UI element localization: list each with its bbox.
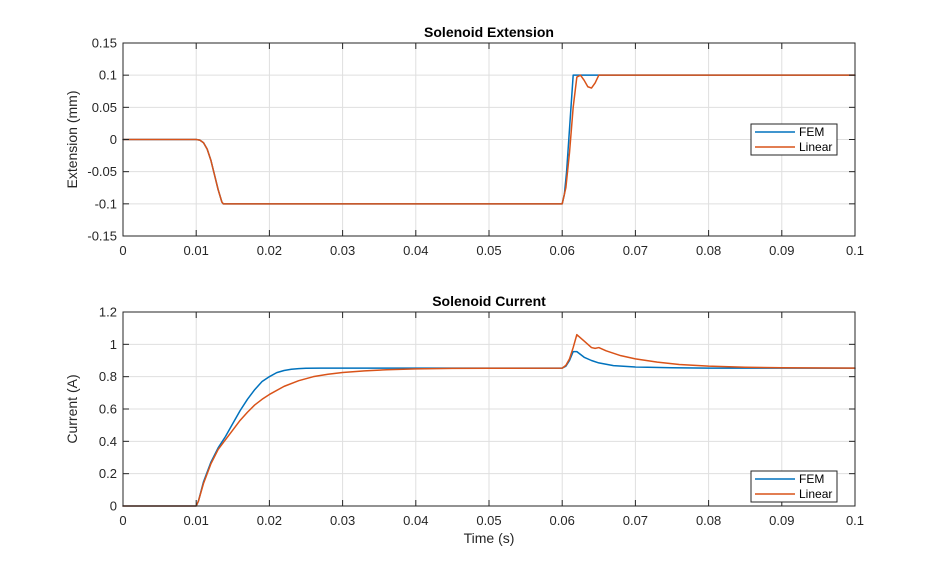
x-tick-label: 0.05 bbox=[476, 243, 501, 258]
y-tick-label: 1.2 bbox=[99, 305, 117, 320]
x-tick-label: 0.02 bbox=[257, 243, 282, 258]
x-tick-label: 0.1 bbox=[846, 513, 864, 528]
x-tick-label: 0.04 bbox=[403, 513, 428, 528]
legend-label-linear: Linear bbox=[799, 487, 832, 501]
legend-box bbox=[750, 470, 838, 503]
y-tick-label: 0 bbox=[110, 132, 117, 147]
y-tick-label: 1 bbox=[110, 337, 117, 352]
current-plot: 0 0.01 0.02 0.03 0.04 0.05 0.06 0.07 0.08 0.09 0.1… bbox=[64, 293, 864, 546]
y-tick-label: 0.2 bbox=[99, 466, 117, 481]
legend-label-fem: FEM bbox=[799, 472, 824, 486]
y-tick-label: 0 bbox=[110, 499, 117, 514]
x-tick-label: 0.09 bbox=[769, 513, 794, 528]
series-line-linear bbox=[122, 333, 856, 507]
y-tick-label: -0.15 bbox=[87, 229, 117, 244]
legend-box bbox=[750, 123, 838, 156]
x-tick-label: 0.07 bbox=[623, 243, 648, 258]
x-axis-label: Time (s) bbox=[464, 530, 515, 546]
y-tick-label: -0.1 bbox=[95, 196, 117, 211]
x-tick-label: 0.03 bbox=[330, 243, 355, 258]
y-tick-label: 0.8 bbox=[99, 369, 117, 384]
y-tick-label: 0.15 bbox=[92, 36, 117, 51]
x-tick-label: 0.09 bbox=[769, 243, 794, 258]
y-tick-label: 0.4 bbox=[99, 434, 117, 449]
y-tick-label: 0.6 bbox=[99, 402, 117, 417]
series-line-fem bbox=[122, 350, 856, 507]
x-tick-label: 0.07 bbox=[623, 513, 648, 528]
x-tick-label: 0.1 bbox=[846, 243, 864, 258]
x-tick-label: 0.01 bbox=[184, 513, 209, 528]
legend-label-fem: FEM bbox=[799, 125, 824, 139]
chart-title: Solenoid Current bbox=[432, 293, 546, 309]
legend-label-linear: Linear bbox=[799, 140, 832, 154]
y-tick-label: -0.05 bbox=[87, 164, 117, 179]
chart-title: Solenoid Extension bbox=[424, 24, 554, 40]
x-tick-label: 0 bbox=[119, 243, 126, 258]
x-tick-label: 0.05 bbox=[476, 513, 501, 528]
x-tick-label: 0.06 bbox=[550, 513, 575, 528]
x-tick-label: 0.08 bbox=[696, 513, 721, 528]
x-tick-label: 0.02 bbox=[257, 513, 282, 528]
y-axis-label: Extension (mm) bbox=[64, 90, 80, 188]
x-tick-label: 0 bbox=[119, 513, 126, 528]
x-tick-label: 0.04 bbox=[403, 243, 428, 258]
x-tick-label: 0.08 bbox=[696, 243, 721, 258]
y-axis-label: Current (A) bbox=[64, 374, 80, 443]
x-tick-label: 0.06 bbox=[550, 243, 575, 258]
x-tick-label: 0.03 bbox=[330, 513, 355, 528]
y-tick-label: 0.05 bbox=[92, 100, 117, 115]
x-tick-label: 0.01 bbox=[184, 243, 209, 258]
extension-plot: 0 0.01 0.02 0.03 0.04 0.05 0.06 0.07 0.08 0.09 0.1… bbox=[64, 24, 864, 258]
series-line-linear bbox=[122, 74, 856, 205]
y-tick-label: 0.1 bbox=[99, 68, 117, 83]
